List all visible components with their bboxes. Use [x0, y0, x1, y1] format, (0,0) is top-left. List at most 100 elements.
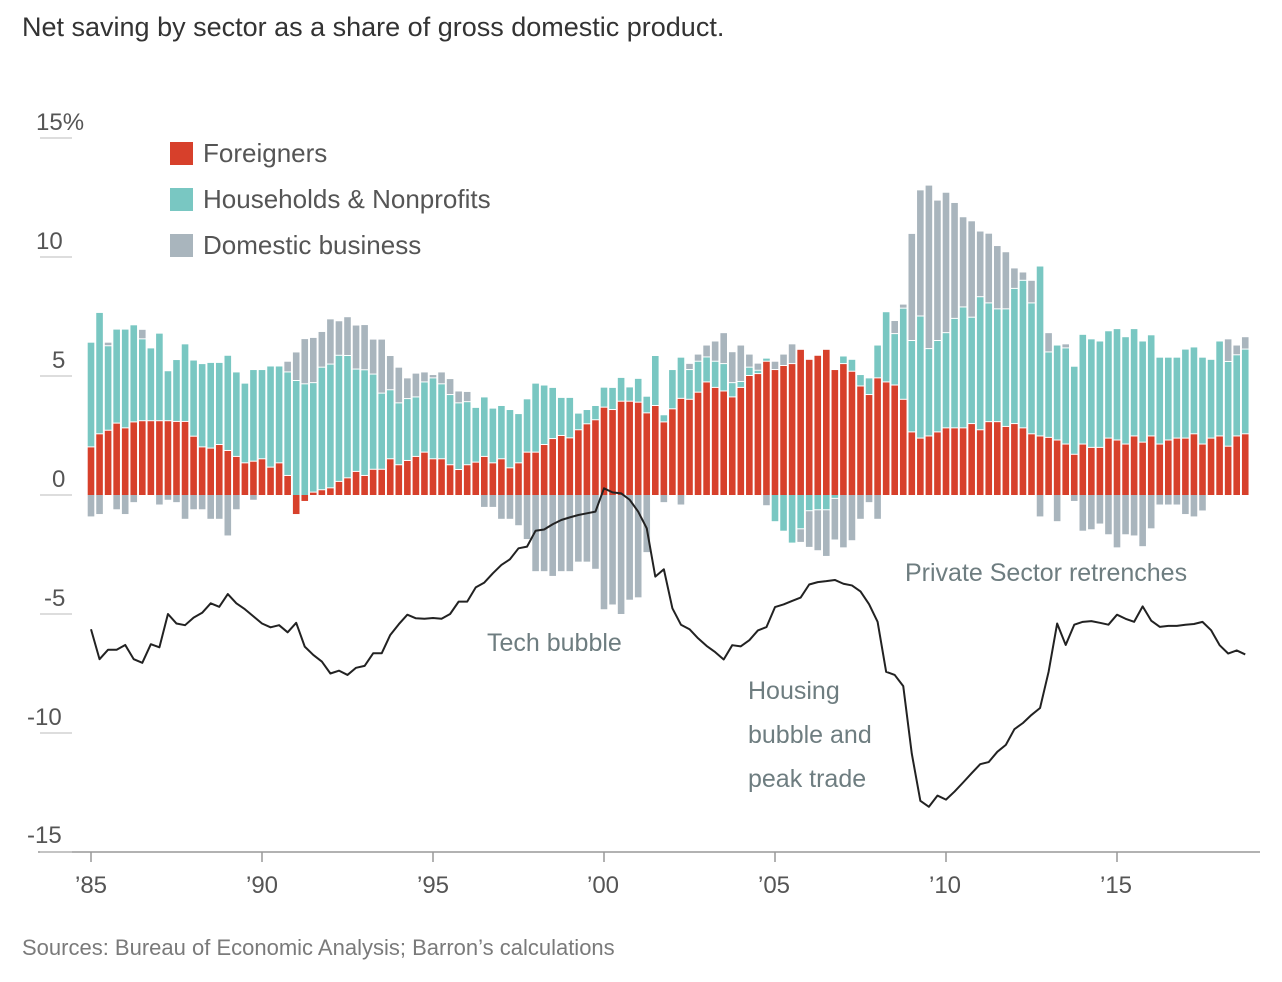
bar-foreigners — [532, 452, 539, 495]
bar-households — [823, 495, 830, 510]
bar-households — [1045, 352, 1052, 437]
bar-business — [1002, 252, 1010, 309]
bar-foreigners — [215, 445, 223, 495]
bar-business — [925, 185, 933, 349]
bar-households — [660, 415, 668, 422]
bar-foreigners — [728, 397, 736, 495]
bar-foreigners — [1199, 444, 1206, 495]
series-line — [90, 487, 1246, 808]
bar-foreigners — [592, 420, 599, 495]
bar-households — [327, 364, 334, 488]
bar-foreigners — [609, 410, 616, 495]
bar-foreigners — [335, 481, 343, 495]
bar-foreigners — [634, 402, 642, 495]
bar-business — [446, 379, 454, 395]
bar-business — [1122, 495, 1129, 535]
bar-households — [87, 342, 95, 447]
bar-business — [1011, 268, 1018, 288]
bar-households — [523, 399, 531, 452]
bar-business — [660, 495, 668, 503]
bar-foreigners — [156, 421, 163, 495]
bar-business — [609, 495, 616, 605]
bar-households — [951, 318, 958, 428]
bar-business — [369, 339, 377, 374]
bar-business — [301, 339, 309, 384]
bar-business — [1028, 280, 1035, 303]
bar-business — [1053, 495, 1061, 522]
bar-foreigners — [523, 452, 531, 495]
bar-foreigners — [771, 370, 779, 495]
bar-households — [985, 303, 993, 422]
bar-foreigners — [1011, 424, 1018, 495]
legend-item-business: Domestic business — [170, 230, 421, 261]
bar-business — [1173, 495, 1181, 505]
bar-business — [634, 495, 642, 598]
bar-households — [780, 495, 787, 531]
bar-households — [1173, 357, 1181, 438]
bar-foreigners — [275, 463, 283, 495]
bar-business — [1224, 339, 1232, 361]
bar-foreigners — [463, 465, 471, 495]
bar-households — [130, 325, 138, 422]
bar-households — [968, 317, 975, 424]
bar-foreigners — [797, 349, 804, 495]
bar-households — [190, 360, 197, 436]
bar-business — [1096, 495, 1104, 524]
bar-households — [848, 359, 856, 371]
bar-foreigners — [481, 456, 488, 495]
bar-business — [686, 363, 693, 370]
bar-households — [882, 312, 890, 382]
bar-households — [771, 495, 779, 522]
bar-business — [994, 246, 1001, 309]
bar-households — [1139, 341, 1146, 442]
bar-business — [224, 495, 232, 536]
bar-foreigners — [233, 456, 240, 495]
bar-foreigners — [130, 422, 138, 495]
annotation-housing-line: Housing — [748, 677, 840, 705]
annotation-housing-line: bubble and — [748, 721, 872, 749]
bar-foreigners — [686, 399, 693, 495]
legend-label: Households & Nonprofits — [203, 184, 491, 214]
bar-foreigners — [711, 387, 719, 495]
bar-households — [891, 334, 898, 385]
bar-foreigners — [557, 435, 565, 495]
bar-business — [1182, 495, 1189, 515]
bar-foreigners — [891, 385, 898, 495]
bar-business — [797, 529, 804, 542]
bar-foreigners — [1139, 442, 1146, 495]
bar-households — [634, 378, 642, 402]
bar-households — [865, 378, 873, 395]
bar-foreigners — [540, 445, 548, 495]
bar-households — [925, 349, 933, 436]
bar-households — [643, 396, 651, 413]
bar-households — [404, 399, 411, 460]
bar-foreigners — [190, 436, 197, 495]
bar-households — [412, 397, 420, 456]
bar-households — [1233, 355, 1240, 436]
bar-business — [1156, 495, 1164, 505]
bar-business — [814, 510, 822, 551]
bar-foreigners — [780, 366, 787, 495]
bar-households — [831, 495, 839, 498]
bar-business — [1079, 495, 1087, 531]
bar-households — [549, 387, 556, 439]
bar-foreigners — [1088, 447, 1095, 495]
bar-business — [1190, 495, 1198, 517]
bar-households — [121, 329, 129, 428]
bar-households — [352, 369, 360, 471]
bar-households — [361, 370, 368, 475]
bar-business — [463, 391, 471, 402]
bar-households — [814, 495, 822, 510]
bar-foreigners — [429, 459, 437, 495]
bar-households — [1216, 341, 1223, 436]
bar-foreigners — [1096, 447, 1104, 495]
bar-households — [899, 308, 907, 399]
bar-households — [421, 382, 428, 452]
bar-business — [840, 495, 847, 548]
bar-foreigners — [421, 452, 428, 495]
bar-households — [976, 297, 984, 430]
bar-business — [643, 495, 651, 553]
bar-business — [899, 304, 907, 308]
bar-business — [523, 495, 531, 540]
bar-business — [318, 331, 326, 367]
